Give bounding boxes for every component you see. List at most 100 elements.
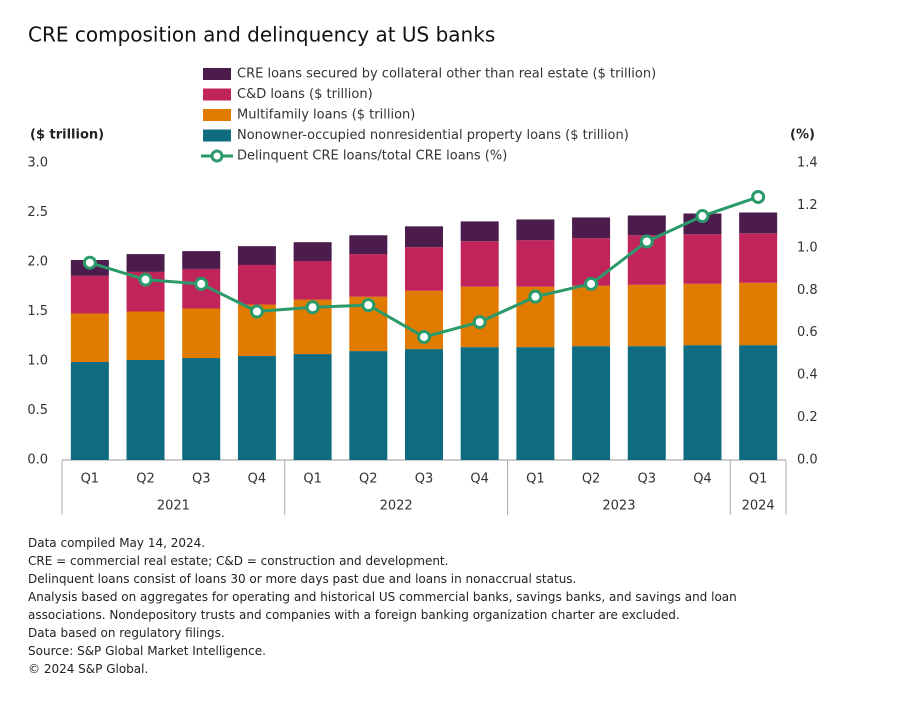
y-tick-label: 2.5 (27, 205, 48, 220)
bar-segment (126, 311, 165, 361)
x-tick-label: Q1 (526, 472, 545, 487)
bar-segment (572, 346, 611, 460)
note: Delinquent loans consist of loans 30 or … (28, 572, 577, 586)
line-marker (584, 276, 599, 291)
bar-segment (349, 254, 388, 297)
note: © 2024 S&P Global. (28, 662, 149, 676)
chart: CRE composition and delinquency at US ba… (27, 23, 818, 515)
y-tick-label: 0.5 (27, 403, 48, 418)
legend-swatch (203, 129, 231, 142)
y2-tick-label: 0.4 (797, 368, 818, 383)
line-marker (472, 315, 487, 330)
y2-tick-label: 0.6 (797, 325, 818, 340)
legend-swatch (203, 88, 231, 101)
y-axis-title: ($ trillion) (30, 128, 104, 143)
x-tick-label: Q4 (248, 472, 267, 487)
line-marker (695, 209, 710, 224)
group-label: 2022 (380, 499, 413, 514)
line-marker (417, 329, 431, 344)
x-tick-label: Q4 (693, 472, 712, 487)
legend-label: Delinquent CRE loans/total CRE loans (%) (237, 149, 507, 164)
legend-label: C&D loans ($ trillion) (237, 87, 373, 102)
bar-segment (182, 251, 221, 269)
y2-tick-label: 1.4 (797, 156, 818, 171)
note: Source: S&P Global Market Intelligence. (28, 644, 266, 658)
group-label: 2021 (157, 499, 190, 514)
line-marker (361, 298, 376, 313)
bar-segment (70, 313, 109, 362)
y2-tick-label: 0.8 (797, 283, 818, 298)
bar-segment (237, 264, 276, 305)
bar-segment (516, 240, 555, 287)
legend-swatch (210, 149, 224, 163)
bar-segment (460, 241, 499, 287)
bar-segment (349, 351, 388, 460)
bar-segment (516, 219, 555, 241)
bar-segment (293, 261, 332, 300)
y-tick-label: 1.0 (27, 354, 48, 369)
note: CRE = commercial real estate; C&D = cons… (28, 554, 449, 568)
y2-tick-label: 1.2 (797, 198, 818, 213)
bar-segment (739, 282, 778, 346)
bar-segment (349, 235, 388, 255)
chart-title: CRE composition and delinquency at US ba… (28, 23, 495, 47)
bar-segment (627, 284, 666, 347)
bar-segment (405, 349, 443, 460)
y-tick-label: 2.0 (27, 255, 48, 270)
group-label: 2023 (602, 499, 635, 514)
line-marker (82, 255, 97, 270)
bar-segment (405, 247, 443, 291)
note: Analysis based on aggregates for operati… (28, 590, 737, 622)
bar-segment (683, 213, 722, 235)
x-tick-label: Q4 (470, 472, 489, 487)
bar-segment (739, 212, 778, 234)
bar-segment (460, 347, 499, 460)
bar-segment (739, 345, 778, 460)
x-tick-label: Q3 (415, 472, 434, 487)
bar-segment (237, 356, 276, 460)
note: Data compiled May 14, 2024. (28, 536, 206, 550)
bar-segment (237, 246, 276, 265)
legend-swatch (203, 109, 231, 121)
bar-segment (739, 233, 778, 283)
bar-segment (572, 285, 611, 347)
y2-axis-title: (%) (790, 128, 815, 143)
x-tick-label: Q2 (582, 472, 601, 487)
bar-segment (572, 217, 611, 239)
y2-tick-label: 0.2 (797, 410, 818, 425)
line-marker (138, 272, 153, 287)
y2-tick-label: 1.0 (797, 240, 818, 255)
bar-segment (516, 347, 555, 460)
line-marker (639, 234, 654, 249)
legend-label: Nonowner-occupied nonresidential propert… (237, 128, 629, 143)
y2-tick-label: 0.0 (797, 453, 818, 468)
y-tick-label: 0.0 (27, 453, 48, 468)
bar-segment (405, 226, 443, 248)
y-tick-label: 1.5 (27, 304, 48, 319)
bar-segment (70, 275, 109, 314)
x-tick-label: Q1 (749, 472, 768, 487)
bar-segment (70, 361, 109, 460)
line-marker (751, 189, 766, 204)
bar-segment (627, 215, 666, 236)
x-tick-label: Q1 (81, 472, 100, 487)
x-tick-label: Q2 (136, 472, 155, 487)
legend-label: CRE loans secured by collateral other th… (237, 67, 656, 82)
notes: Data compiled May 14, 2024. CRE = commerc… (28, 534, 758, 678)
bar-segment (293, 354, 332, 460)
group-label: 2024 (742, 499, 775, 514)
bar-segment (293, 242, 332, 262)
legend-swatch (203, 68, 231, 80)
legend-label: Multifamily loans ($ trillion) (237, 108, 415, 123)
line-marker (528, 289, 543, 304)
bar-segment (683, 345, 722, 460)
bar-segment (182, 308, 221, 359)
line-marker (249, 304, 264, 319)
bar-segment (627, 346, 666, 460)
bar-segment (683, 283, 722, 346)
line-marker (194, 276, 209, 291)
x-tick-label: Q1 (303, 472, 322, 487)
bar-segment (126, 254, 165, 272)
x-tick-label: Q3 (192, 472, 211, 487)
